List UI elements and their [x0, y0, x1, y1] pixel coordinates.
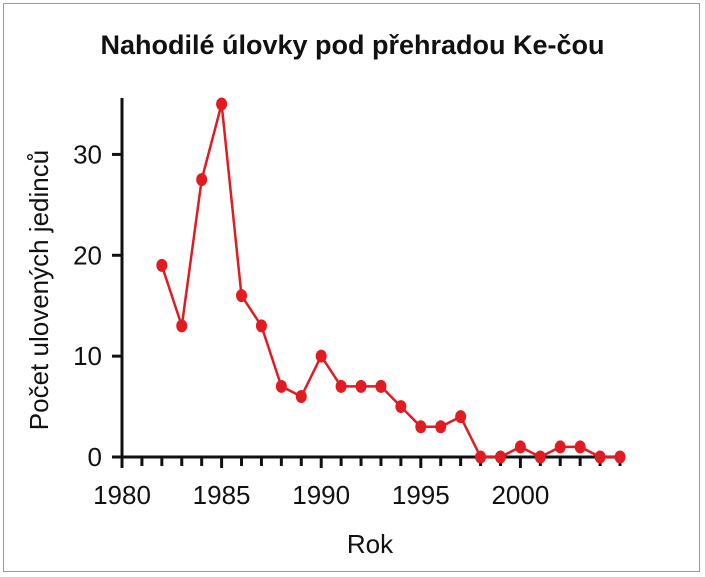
data-point — [176, 319, 188, 333]
data-point — [375, 379, 387, 393]
data-point — [614, 450, 626, 464]
data-point — [514, 440, 526, 454]
data-point — [475, 450, 487, 464]
data-point — [494, 450, 506, 464]
y-tick-label: 20 — [73, 240, 102, 270]
data-point — [435, 420, 447, 434]
data-point — [574, 440, 586, 454]
y-tick-label: 10 — [73, 341, 102, 371]
chart-frame — [3, 3, 700, 572]
chart-title: Nahodilé úlovky pod přehradou Ke-čou — [100, 30, 605, 60]
data-point — [216, 97, 228, 111]
data-point — [196, 173, 208, 187]
data-point — [415, 420, 427, 434]
x-tick-label: 1995 — [392, 480, 450, 510]
data-point — [355, 379, 367, 393]
series-line — [160, 102, 620, 459]
data-point — [455, 410, 467, 424]
data-point — [335, 379, 347, 393]
x-tick-label: 2000 — [491, 480, 549, 510]
data-point — [236, 289, 248, 303]
data-point — [554, 440, 566, 454]
y-axis-label: Počet ulovených jedinců — [24, 150, 54, 430]
axes: 0 10 20 30 1980 1985 1990 1995 2000 — [73, 98, 622, 510]
y-tick-label: 0 — [88, 442, 102, 472]
x-tick-label: 1980 — [93, 480, 151, 510]
data-point — [594, 450, 606, 464]
y-tick-label: 30 — [73, 139, 102, 169]
data-point — [295, 389, 307, 403]
data-point — [534, 450, 546, 464]
data-point — [315, 349, 327, 363]
series-layer — [156, 97, 626, 464]
x-tick-label: 1990 — [292, 480, 350, 510]
data-point — [275, 379, 287, 393]
data-point — [395, 400, 407, 414]
x-axis-label: Rok — [347, 529, 394, 559]
data-point — [255, 319, 267, 333]
data-point — [156, 258, 168, 272]
x-tick-label: 1985 — [193, 480, 251, 510]
